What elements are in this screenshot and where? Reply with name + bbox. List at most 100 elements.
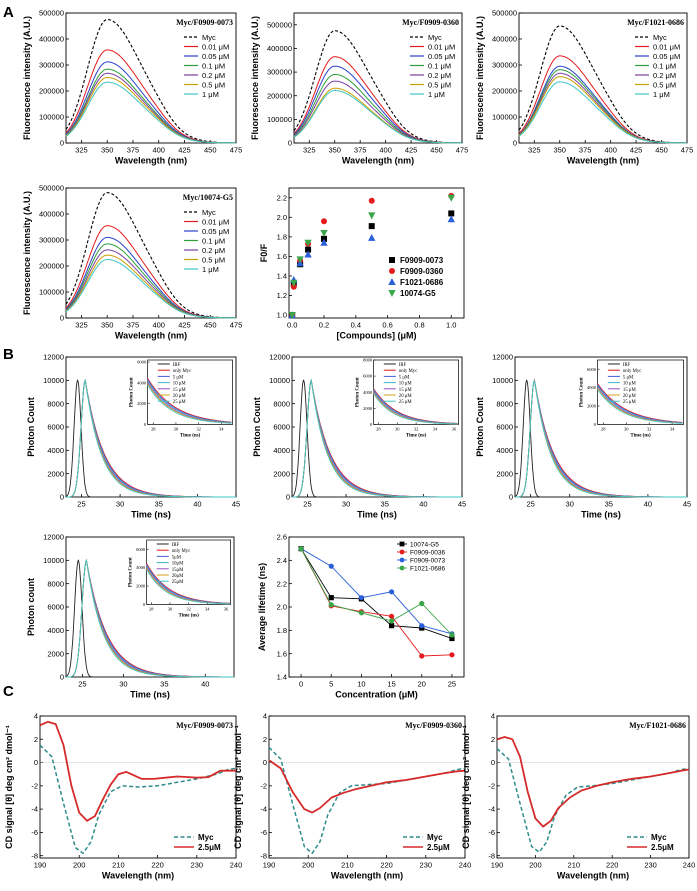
chart-b2-inset-ytick-label: 6000 bbox=[363, 374, 373, 379]
chart-a1-ytick-label: 500000 bbox=[39, 9, 64, 18]
chart-a5-ytick-label: 2.0 bbox=[277, 213, 287, 222]
chart-b2-ytick-label: 12000 bbox=[269, 353, 290, 362]
chart-a3-legend-label: 0.1 μM bbox=[653, 62, 676, 71]
chart-c3-axes: 190 200 210 220 230 240 -8 -6 -4 -2 0 2 4 Wavelength … bbox=[461, 712, 695, 881]
chart-a5-xtick-label: 1.0 bbox=[446, 321, 456, 330]
chart-a5-point-3-6 bbox=[447, 194, 455, 202]
chart-a5-legend-label: F0909-0073 bbox=[400, 256, 444, 265]
chart-a4-frame bbox=[65, 187, 237, 319]
chart-b5-point-3-3 bbox=[388, 618, 395, 624]
chart-b3-ytick-label: 12000 bbox=[492, 353, 513, 362]
chart-a3-xtick-label: 450 bbox=[655, 146, 668, 155]
chart-c1-ytick-label: -4 bbox=[31, 805, 38, 814]
chart-b3-xtick-label: 25 bbox=[526, 500, 534, 509]
chart-c2-ytick-label: -2 bbox=[260, 781, 267, 790]
chart-a4-xlabel: Wavelength (nm) bbox=[115, 331, 187, 341]
chart-b3-inset-ytick-label: 0 bbox=[594, 422, 597, 427]
chart-a1-ytick-label: 100000 bbox=[39, 113, 64, 122]
chart-b5-ytick-label: 1.6 bbox=[277, 649, 287, 658]
chart-a3-legend-label: 1 μM bbox=[653, 90, 670, 99]
chart-b5-xtick-label: 10 bbox=[357, 680, 365, 689]
chart-a3-series-6 bbox=[518, 81, 688, 144]
chart-a5-legend-label: F0909-0360 bbox=[400, 267, 444, 276]
chart-b5-point-3-4 bbox=[419, 600, 425, 607]
chart-b4-xtick-label: 30 bbox=[119, 680, 127, 689]
chart-b5-ytick-label: 1.4 bbox=[277, 673, 287, 682]
chart-a2-legend-label: 0.01 μM bbox=[428, 43, 455, 52]
chart-b5-legend-marker bbox=[399, 557, 405, 563]
chart-b2-legend-label: 5 μM bbox=[399, 375, 410, 380]
chart-b2-ytick-label: 8000 bbox=[273, 399, 290, 408]
chart-a3-ytick-label: 100000 bbox=[492, 113, 517, 122]
chart-a1-xtick-label: 400 bbox=[152, 146, 165, 155]
chart-b4-inset-xtick-label: 36 bbox=[224, 606, 229, 611]
chart-a5-xlabel: [Compounds] (μM) bbox=[337, 331, 417, 341]
chart-a1-ytick-label: 400000 bbox=[39, 35, 64, 44]
panel-letter-b: B bbox=[3, 346, 14, 363]
chart-a2-ytick-label: 500000 bbox=[267, 20, 292, 29]
chart-a5-point-0-5 bbox=[368, 223, 375, 230]
chart-c1-legend-label: 2.5μM bbox=[198, 843, 221, 852]
chart-b2-xtick-label: 25 bbox=[303, 500, 311, 509]
chart-b3-ytick-label: 8000 bbox=[496, 399, 513, 408]
chart-b4-inset-xlabel: Time (ns) bbox=[178, 613, 199, 618]
chart-b4-xtick-label: 25 bbox=[78, 680, 86, 689]
chart-c1-xtick-label: 200 bbox=[73, 861, 86, 870]
chart-a1-frame bbox=[65, 12, 237, 144]
chart-b2-inset-decay-6 bbox=[373, 393, 458, 425]
chart-b3-decay-6 bbox=[515, 380, 687, 498]
chart-b5-ytick-label: 2.6 bbox=[277, 533, 287, 542]
chart-c3-ytick-label: 2 bbox=[491, 735, 495, 744]
chart-a2-legend-label: Myc bbox=[428, 33, 442, 42]
chart-a4-ytick-label: 200000 bbox=[39, 262, 64, 271]
chart-c1-ytick-label: 4 bbox=[34, 712, 38, 721]
chart-b5-ylabel: Average lifetime (ns) bbox=[257, 563, 267, 651]
chart-a4-series-6 bbox=[65, 259, 237, 319]
chart-b3-legend-label: 25 μM bbox=[623, 400, 637, 405]
chart-b1-inset-ylabel: Photon Count bbox=[130, 377, 135, 407]
chart-b5-line-0 bbox=[300, 548, 453, 639]
chart-a2-title: Myc/F0909-0360 bbox=[402, 18, 459, 27]
chart-a4-axes: 325 350 375 400 425 450 475 0 100000 200000 300000… bbox=[22, 184, 242, 341]
chart-a4-legend-label: 0.5 μM bbox=[202, 256, 225, 265]
chart-b3-legend-label: 15 μM bbox=[623, 388, 637, 393]
chart-a5-legend-marker bbox=[388, 267, 395, 274]
chart-a1-xtick-label: 450 bbox=[204, 146, 217, 155]
chart-b4-ytick-label: 2000 bbox=[47, 649, 64, 658]
chart-b2-decay-6 bbox=[292, 378, 462, 498]
chart-b3-xtick-label: 35 bbox=[605, 500, 613, 509]
chart-b4-inset-ytick-label: 2000 bbox=[136, 584, 146, 589]
chart-b2-inset-xtick-label: 36 bbox=[452, 426, 457, 431]
chart-a1-ylabel: Fluorescence intensity (A.U.) bbox=[22, 16, 32, 140]
chart-a1-xlabel: Wavelength (nm) bbox=[115, 156, 187, 166]
chart-a3-xtick-label: 475 bbox=[681, 146, 694, 155]
chart-b1-ytick-label: 12000 bbox=[43, 353, 64, 362]
chart-b2-legend-label: only Myc bbox=[399, 369, 418, 374]
chart-a1-legend-label: 1 μM bbox=[202, 90, 219, 99]
chart-a3-legend-label: 0.5 μM bbox=[653, 81, 676, 90]
chart-b1-inset-ytick-label: 6000 bbox=[137, 360, 147, 365]
chart-b2-ylabel: Photon Count bbox=[252, 397, 262, 456]
chart-a3-ytick-label: 0 bbox=[513, 139, 517, 148]
chart-b4-ytick-label: 12000 bbox=[43, 533, 64, 542]
chart-a5-point-3-0 bbox=[288, 312, 296, 320]
chart-a1-legend-label: 0.5 μM bbox=[202, 81, 225, 90]
chart-b5-point-3-5 bbox=[449, 632, 455, 638]
chart-b2-ytick-label: 10000 bbox=[269, 376, 290, 385]
chart-b1-ytick-label: 0 bbox=[60, 493, 64, 502]
chart-b2-xtick-label: 30 bbox=[342, 500, 350, 509]
chart-a5-xtick-label: 0.8 bbox=[414, 321, 424, 330]
chart-a1-axes: 325 350 375 400 425 450 475 0 100000 200000 300000… bbox=[22, 9, 242, 166]
chart-b1-inset-xtick-label: 34 bbox=[219, 426, 224, 431]
chart-c3-frame bbox=[496, 715, 690, 859]
chart-b1-xtick-label: 45 bbox=[232, 500, 240, 509]
chart-c3-ytick-label: -8 bbox=[488, 851, 495, 860]
chart-b3-inset-ytick-label: 2000 bbox=[587, 404, 597, 409]
chart-b4-decay-6 bbox=[66, 558, 234, 678]
chart-b4-legend-label: IRF bbox=[172, 543, 180, 548]
chart-b4-ytick-label: 4000 bbox=[47, 626, 64, 635]
chart-b4-inset-decay-6 bbox=[146, 569, 230, 605]
chart-c2-ytick-label: 4 bbox=[263, 712, 267, 721]
chart-b5-xtick-label: 0 bbox=[299, 680, 303, 689]
chart-b4-xtick-label: 35 bbox=[160, 680, 168, 689]
